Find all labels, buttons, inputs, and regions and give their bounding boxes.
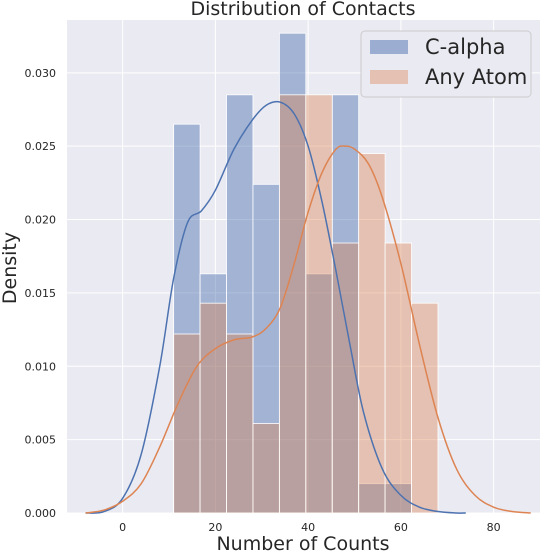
histogram-bars	[173, 32, 439, 514]
histogram-bar-c-alpha	[252, 183, 280, 514]
x-tick-label: 60	[394, 521, 408, 534]
histogram-bar-c-alpha	[173, 123, 201, 514]
y-axis-ticks: 0.000 0.005 0.010 0.015 0.020 0.025 0.030	[25, 67, 57, 520]
y-tick-label: 0.025	[25, 140, 57, 153]
y-tick-label: 0.000	[25, 507, 57, 520]
histogram-bar-c-alpha	[358, 483, 386, 514]
histogram-bar-any-atom	[358, 153, 386, 514]
kde-line-any-atom	[85, 145, 531, 514]
histogram-bar-any-atom	[411, 302, 439, 514]
x-axis-ticks: 0 20 40 60 80	[119, 521, 500, 534]
histogram-bar-any-atom	[199, 302, 227, 514]
chart-title: Distribution of Contacts	[190, 0, 415, 20]
x-tick-label: 40	[301, 521, 315, 534]
histogram-bar-any-atom	[331, 242, 360, 514]
histogram-bar-c-alpha	[226, 94, 254, 514]
histogram-bar-any-atom	[226, 333, 254, 514]
histogram-bar-c-alpha	[384, 483, 412, 514]
y-tick-label: 0.020	[25, 214, 57, 227]
y-tick-label: 0.005	[25, 434, 57, 447]
histogram-bar-any-atom	[252, 423, 280, 514]
x-tick-label: 80	[487, 521, 501, 534]
legend: C-alpha Any Atom	[360, 30, 532, 98]
histogram-bar-any-atom	[384, 242, 412, 514]
y-tick-label: 0.030	[25, 67, 57, 80]
x-tick-label: 20	[208, 521, 222, 534]
legend-swatch-c-alpha	[370, 40, 408, 54]
legend-label-c-alpha: C-alpha	[425, 35, 505, 59]
kde-line-c-alpha	[85, 100, 466, 514]
histogram-bar-any-atom	[305, 94, 333, 514]
plot-background	[67, 20, 540, 513]
y-tick-label: 0.015	[25, 287, 57, 300]
histogram-bar-any-atom	[278, 94, 307, 514]
grid-lines	[67, 20, 540, 514]
x-axis-title: Number of Counts	[216, 533, 389, 555]
y-axis-title: Density	[0, 232, 21, 304]
legend-label-any-atom: Any Atom	[425, 65, 527, 89]
x-tick-label: 0	[119, 521, 126, 534]
histogram-bar-c-alpha	[331, 94, 360, 514]
legend-swatch-any-atom	[370, 70, 408, 84]
histogram-bar-any-atom	[173, 333, 201, 514]
kde-curves	[85, 100, 531, 514]
y-tick-label: 0.010	[25, 360, 57, 373]
